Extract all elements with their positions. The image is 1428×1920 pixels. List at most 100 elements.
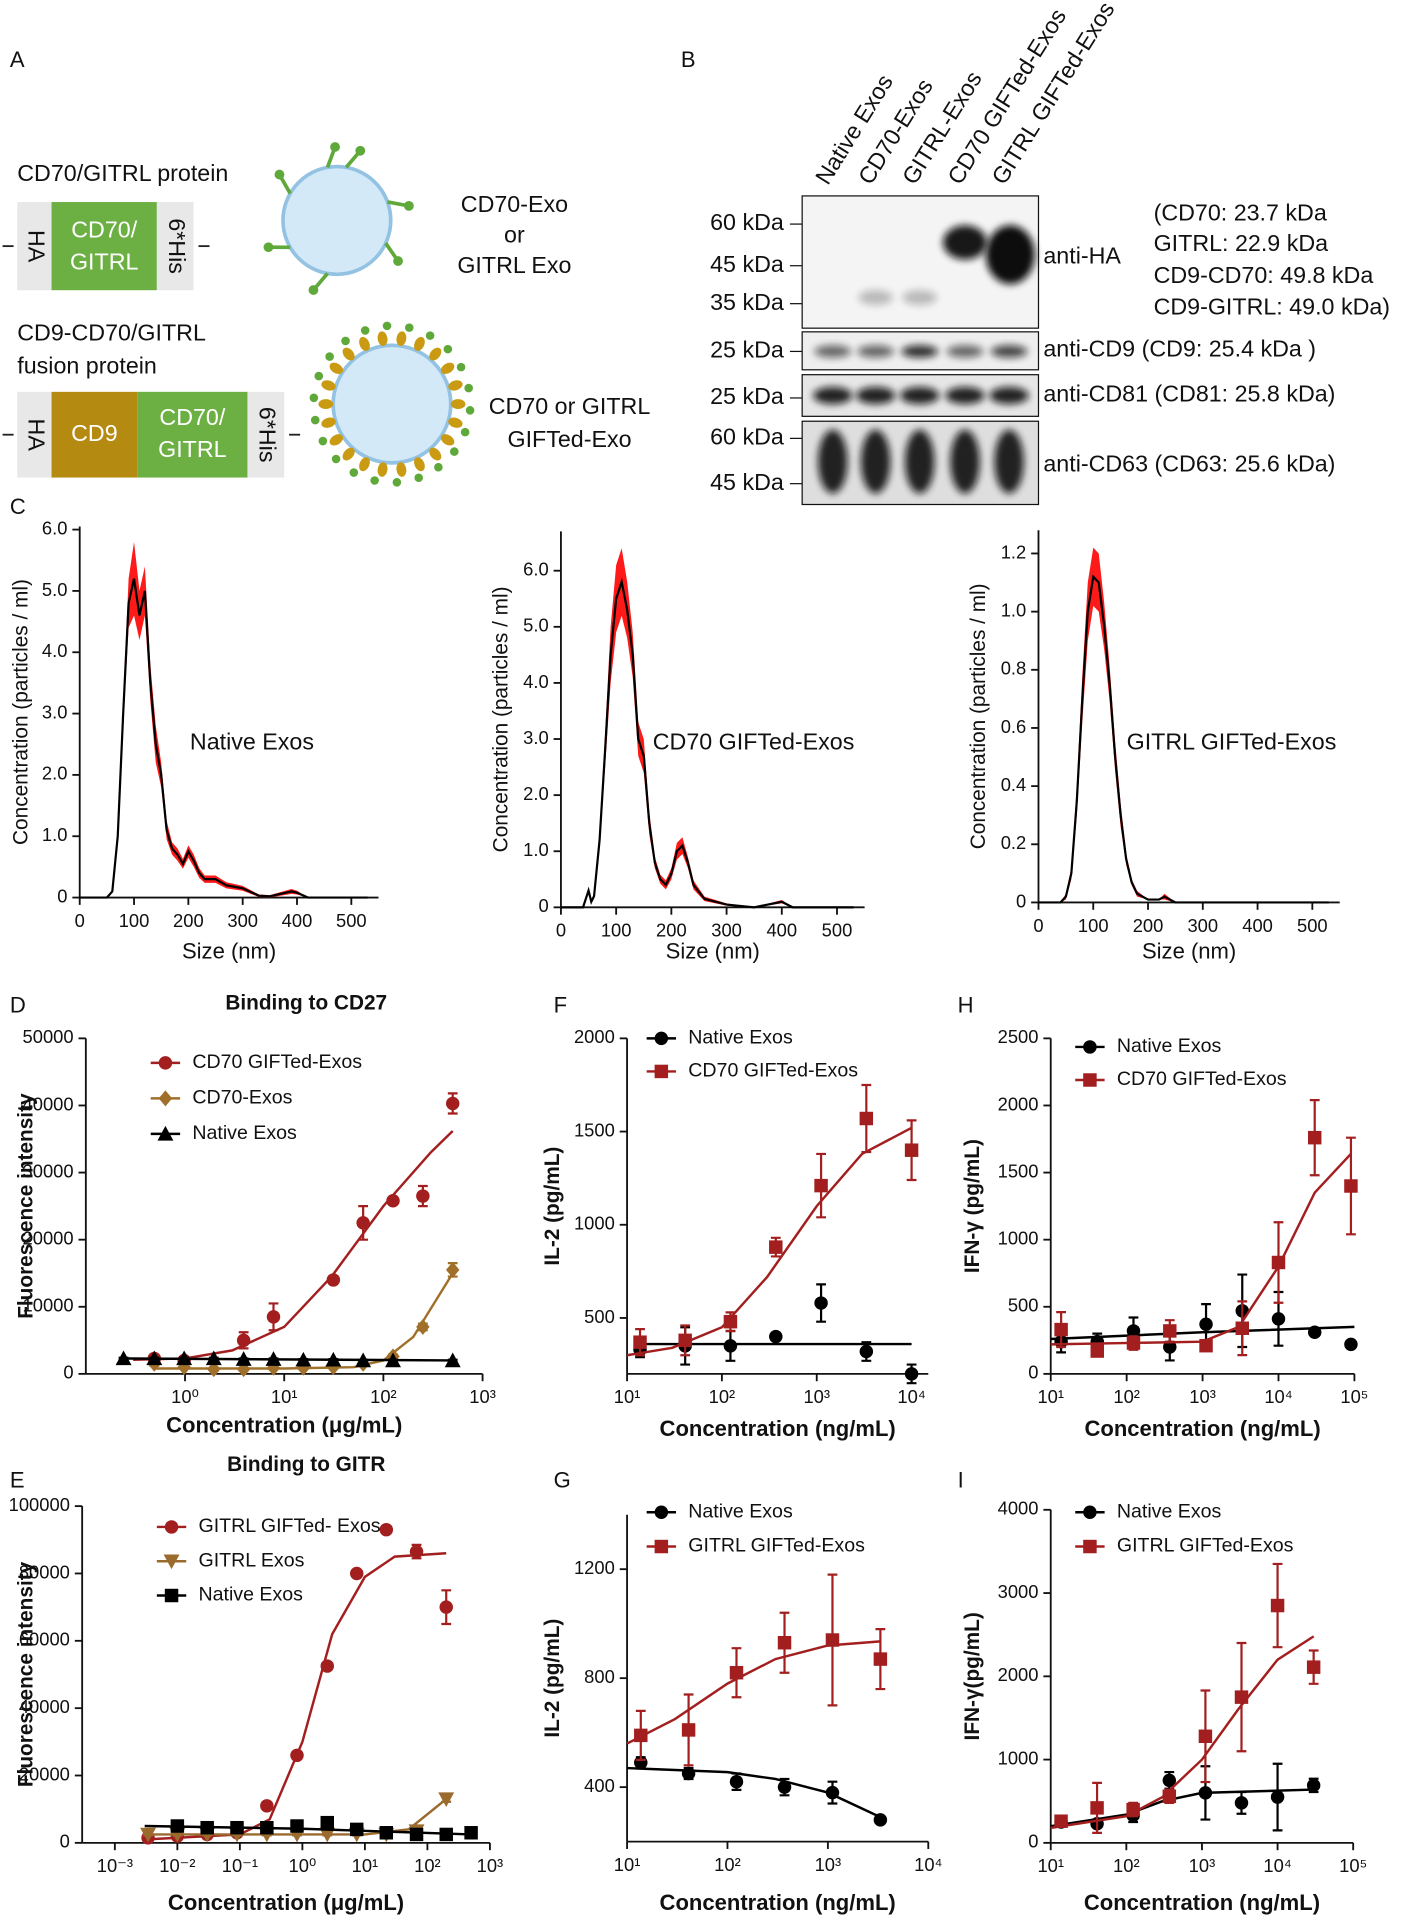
point bbox=[769, 1329, 783, 1344]
domain-text: CD70/ bbox=[159, 404, 225, 430]
gifted-label: GIFTed-Exo bbox=[507, 426, 631, 452]
y-tick-label: 40000 bbox=[23, 1093, 74, 1114]
point bbox=[814, 1296, 828, 1310]
y-tick-label: 5.0 bbox=[523, 615, 549, 636]
point bbox=[1090, 1344, 1104, 1358]
legend-marker bbox=[1083, 1539, 1097, 1554]
ligand-head bbox=[403, 200, 414, 211]
cd9-fusion bbox=[342, 347, 355, 361]
point bbox=[379, 1522, 394, 1537]
x-tick-label: 500 bbox=[336, 910, 367, 931]
size-note: CD9-GITRL: 49.0 kDa) bbox=[1154, 294, 1390, 320]
domain-box bbox=[137, 391, 248, 478]
y-tick-label: 4000 bbox=[998, 1498, 1039, 1519]
point bbox=[777, 1780, 792, 1794]
point bbox=[439, 1600, 453, 1614]
point bbox=[1199, 1338, 1213, 1353]
point bbox=[230, 1820, 244, 1835]
y-tick-label: 60000 bbox=[19, 1629, 70, 1650]
point bbox=[1198, 1729, 1213, 1744]
x-tick-label: 10⁴ bbox=[897, 1386, 925, 1407]
ligand-head bbox=[274, 169, 285, 180]
y-tick-label: 20000 bbox=[23, 1228, 74, 1249]
y-tick-label: 1200 bbox=[574, 1557, 615, 1578]
cd9-fusion bbox=[342, 447, 355, 461]
y-tick-label: 1.0 bbox=[523, 839, 549, 860]
y-tick-label: 0.6 bbox=[1001, 716, 1027, 737]
chart-title: Binding to CD27 bbox=[225, 992, 387, 1015]
y-tick-label: 0 bbox=[57, 885, 67, 906]
point bbox=[1162, 1789, 1177, 1803]
point bbox=[1234, 1796, 1249, 1810]
cd9-fusion bbox=[359, 457, 370, 472]
point bbox=[723, 1314, 738, 1329]
legend-marker bbox=[654, 1031, 669, 1046]
y-axis-label: Fluorescence intensity bbox=[15, 1093, 38, 1319]
x-tick-label: 10³ bbox=[469, 1386, 496, 1407]
cd9-box bbox=[51, 391, 138, 478]
y-tick-label: 20000 bbox=[19, 1763, 70, 1784]
ligand-head bbox=[309, 393, 319, 403]
point bbox=[859, 1111, 874, 1126]
band bbox=[942, 225, 988, 260]
point bbox=[319, 1827, 336, 1843]
size-note: CD9-CD70: 49.8 kDa bbox=[1154, 262, 1374, 288]
legend-label: GITRL GIFTed-Exos bbox=[1117, 1535, 1294, 1557]
x-tick-label: 10³ bbox=[1189, 1386, 1216, 1407]
x-tick-label: 10⁵ bbox=[1340, 1386, 1368, 1407]
y-axis-label: Concentration (particles / ml) bbox=[490, 586, 513, 852]
point bbox=[1307, 1325, 1322, 1340]
legend-label: Native Exos bbox=[688, 1027, 793, 1049]
x-tick-label: 400 bbox=[1242, 915, 1273, 936]
x-tick-label: 10² bbox=[709, 1386, 736, 1407]
exo-label: CD70-Exo bbox=[461, 191, 568, 217]
point bbox=[681, 1723, 696, 1737]
size-note: GITRL: 22.9 kDa bbox=[1154, 230, 1329, 256]
point bbox=[633, 1335, 647, 1349]
x-tick-label: 500 bbox=[822, 920, 853, 941]
cd9-fusion bbox=[321, 380, 336, 391]
x-tick-label: 10¹ bbox=[1037, 1386, 1064, 1407]
y-tick-label: 2000 bbox=[574, 1026, 615, 1047]
legend-marker bbox=[157, 1125, 174, 1141]
band bbox=[902, 290, 937, 305]
point bbox=[1307, 1130, 1322, 1145]
ha-box bbox=[17, 202, 52, 291]
point bbox=[729, 1774, 744, 1789]
point bbox=[379, 1826, 394, 1840]
y-tick-label: 30000 bbox=[23, 1160, 74, 1181]
y-tick-label: 10000 bbox=[23, 1295, 74, 1316]
legend-label: CD70 GIFTed-Exos bbox=[192, 1051, 362, 1073]
ligand-head bbox=[382, 321, 392, 331]
point bbox=[1126, 1324, 1141, 1338]
band bbox=[860, 429, 891, 494]
band bbox=[946, 345, 984, 358]
y-axis-label: IFN-γ (pg/mL) bbox=[961, 1139, 984, 1273]
size-marker: 60 kDa bbox=[710, 209, 784, 235]
point bbox=[265, 1351, 282, 1366]
ligand-head bbox=[393, 256, 403, 266]
point bbox=[678, 1333, 692, 1348]
point bbox=[438, 1792, 455, 1808]
cd9-fusion bbox=[440, 362, 455, 375]
x-tick-label: 200 bbox=[1133, 915, 1164, 936]
x-axis-label: Concentration (ng/mL) bbox=[1084, 1416, 1320, 1441]
x-tick-label: 10⁻² bbox=[159, 1855, 195, 1876]
panel-label: H bbox=[958, 992, 974, 1017]
y-tick-label: 0 bbox=[1028, 1362, 1038, 1383]
tag-box bbox=[247, 391, 285, 478]
panel-label: F bbox=[554, 992, 567, 1017]
x-tick-label: 10² bbox=[414, 1855, 441, 1876]
line bbox=[1038, 574, 1329, 904]
legend-marker bbox=[164, 1588, 179, 1603]
legend-label: CD70 GIFTed-Exos bbox=[1117, 1068, 1287, 1090]
point bbox=[444, 1352, 461, 1368]
y-tick-label: 5.0 bbox=[42, 579, 68, 600]
x-tick-label: 200 bbox=[656, 920, 687, 941]
y-axis-label: Concentration (particles / ml) bbox=[967, 583, 990, 849]
band bbox=[900, 386, 940, 405]
cd9-fusion bbox=[429, 347, 442, 361]
domain-text: GITRL bbox=[70, 248, 139, 274]
fit-curve bbox=[626, 1126, 913, 1357]
antibody-label: anti-CD63 (CD63: 25.6 kDa) bbox=[1043, 450, 1335, 476]
